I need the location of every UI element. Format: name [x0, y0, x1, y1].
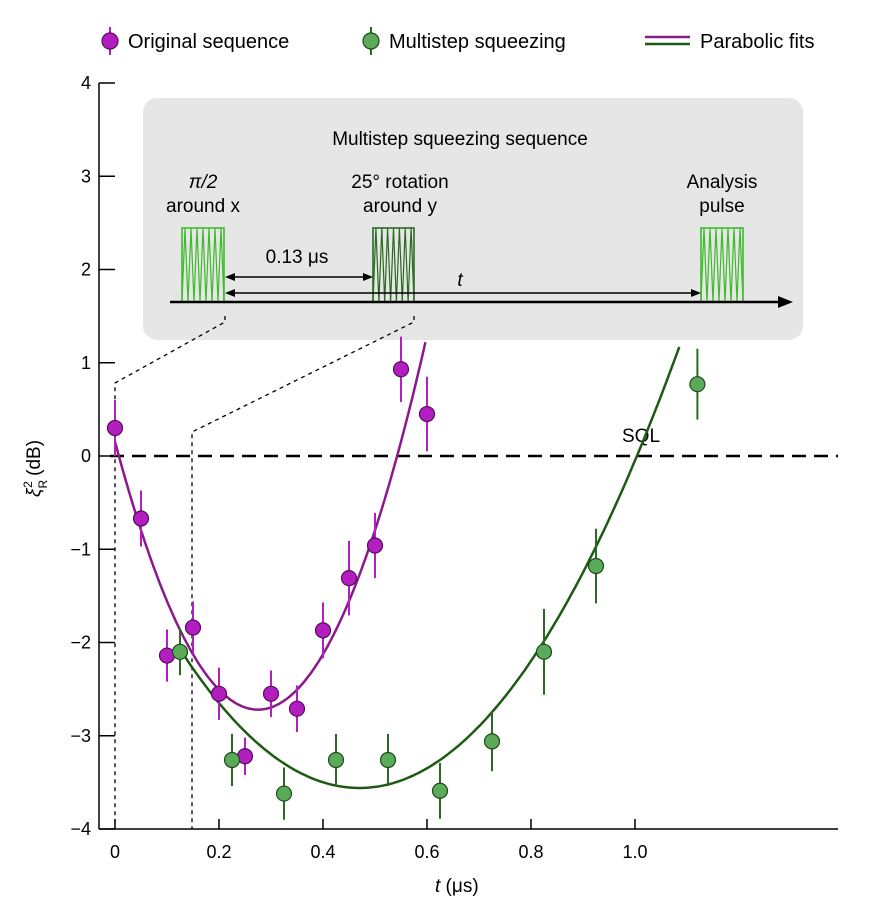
x-tick-label: 1.0 — [622, 842, 647, 862]
multistep-point — [689, 348, 706, 420]
pulse-oscillation — [700, 227, 744, 303]
multistep-point — [223, 733, 241, 787]
legend-fits-label: Parabolic fits — [700, 31, 815, 53]
data-marker — [689, 376, 706, 393]
pulse2-label-line1: 25° rotation — [351, 172, 448, 193]
data-marker — [392, 361, 410, 378]
legend: Original sequence Multistep squeezing Pa… — [101, 27, 815, 55]
original-point — [210, 667, 228, 720]
data-marker — [340, 570, 358, 587]
data-marker — [327, 751, 345, 769]
y-tick-label: −3 — [70, 726, 91, 746]
pulse-oscillation — [372, 227, 415, 303]
multistep-point — [587, 528, 605, 604]
original-point — [262, 670, 280, 718]
data-marker — [210, 685, 228, 702]
legend-fits-marker — [645, 35, 690, 46]
guide-line-original — [114, 316, 226, 829]
x-tick-label: 0 — [110, 842, 120, 862]
data-marker — [535, 643, 553, 660]
data-marker — [483, 733, 501, 750]
guide-lines — [114, 316, 415, 829]
multistep-point — [327, 733, 345, 787]
sql-label: SQL — [622, 426, 660, 447]
data-marker — [275, 785, 293, 802]
pulse1-label-line2: around x — [166, 196, 240, 217]
x-tick-label: 0.8 — [518, 842, 543, 862]
legend-original-marker — [101, 27, 119, 55]
original-point — [158, 629, 176, 682]
data-marker — [366, 537, 384, 554]
x-tick-label: 0.4 — [310, 842, 335, 862]
original-point — [392, 336, 410, 402]
original-point — [106, 400, 124, 456]
data-marker — [288, 700, 306, 717]
legend-original-label: Original sequence — [128, 31, 289, 53]
data-marker — [431, 782, 449, 799]
y-tick-label: −1 — [70, 539, 91, 559]
x-tick-label: 0.6 — [414, 842, 439, 862]
interval-label: 0.13 μs — [266, 247, 329, 268]
inset-panel: Multistep squeezing sequence π/2 around … — [143, 98, 803, 340]
original-point — [288, 685, 306, 733]
data-marker — [314, 622, 332, 639]
data-marker — [132, 510, 150, 527]
axes: 4 3 2 1 0 −1 −2 −3 −4 0 0.2 0.4 0.6 0.8 1.0 t (μs) ξR… — [21, 73, 838, 897]
y-tick-label: 4 — [81, 73, 91, 93]
pulse3-label-line1: Analysis — [687, 172, 758, 193]
original-point — [184, 601, 202, 654]
t-arrow-right-head — [691, 289, 701, 297]
multistep-point — [483, 711, 501, 772]
t-arrow-label: t — [457, 270, 463, 291]
pulse3-label-line2: pulse — [699, 196, 744, 217]
inset-time-axis-arrowhead — [778, 296, 793, 308]
inset-title: Multistep squeezing sequence — [332, 129, 588, 150]
data-marker — [171, 643, 189, 660]
pulse-oscillation — [181, 227, 225, 303]
legend-multistep-marker — [362, 27, 380, 55]
original-point — [236, 737, 254, 775]
original-point — [340, 540, 358, 616]
interval-arrow-right-head — [363, 273, 373, 281]
data-marker — [106, 419, 124, 437]
y-tick-label: −2 — [70, 633, 91, 653]
data-marker — [587, 557, 605, 575]
y-axis-title: ξR2 (dB) — [21, 440, 50, 497]
y-tick-label: 2 — [81, 260, 91, 280]
multistep-point — [431, 762, 449, 819]
data-marker — [379, 751, 397, 769]
pulse2-label-line2: around y — [363, 196, 437, 217]
pulse1-label-line1: π/2 — [189, 172, 218, 193]
original-point — [132, 490, 150, 547]
legend-multistep-label: Multistep squeezing — [389, 31, 566, 53]
x-axis-title: t (μs) — [435, 876, 479, 897]
x-tick-label: 0.2 — [206, 842, 231, 862]
multistep-point — [379, 733, 397, 787]
y-tick-label: 0 — [81, 446, 91, 466]
multistep-point — [275, 767, 293, 820]
data-marker — [262, 685, 280, 702]
original-point — [314, 602, 332, 659]
guide-line-multistep — [191, 316, 415, 829]
original-point — [366, 512, 384, 579]
inset-background — [143, 98, 803, 340]
y-tick-label: −4 — [70, 819, 91, 839]
multistep-point — [535, 608, 553, 695]
data-marker — [184, 619, 202, 636]
interval-arrow-left-head — [225, 273, 235, 281]
y-tick-label: 1 — [81, 353, 91, 373]
original-point — [418, 376, 436, 452]
multistep-point — [171, 628, 189, 676]
y-tick-label: 3 — [81, 166, 91, 186]
t-arrow-left-head — [225, 289, 235, 297]
data-points — [106, 336, 706, 820]
data-marker — [418, 405, 436, 423]
data-marker — [223, 751, 241, 769]
